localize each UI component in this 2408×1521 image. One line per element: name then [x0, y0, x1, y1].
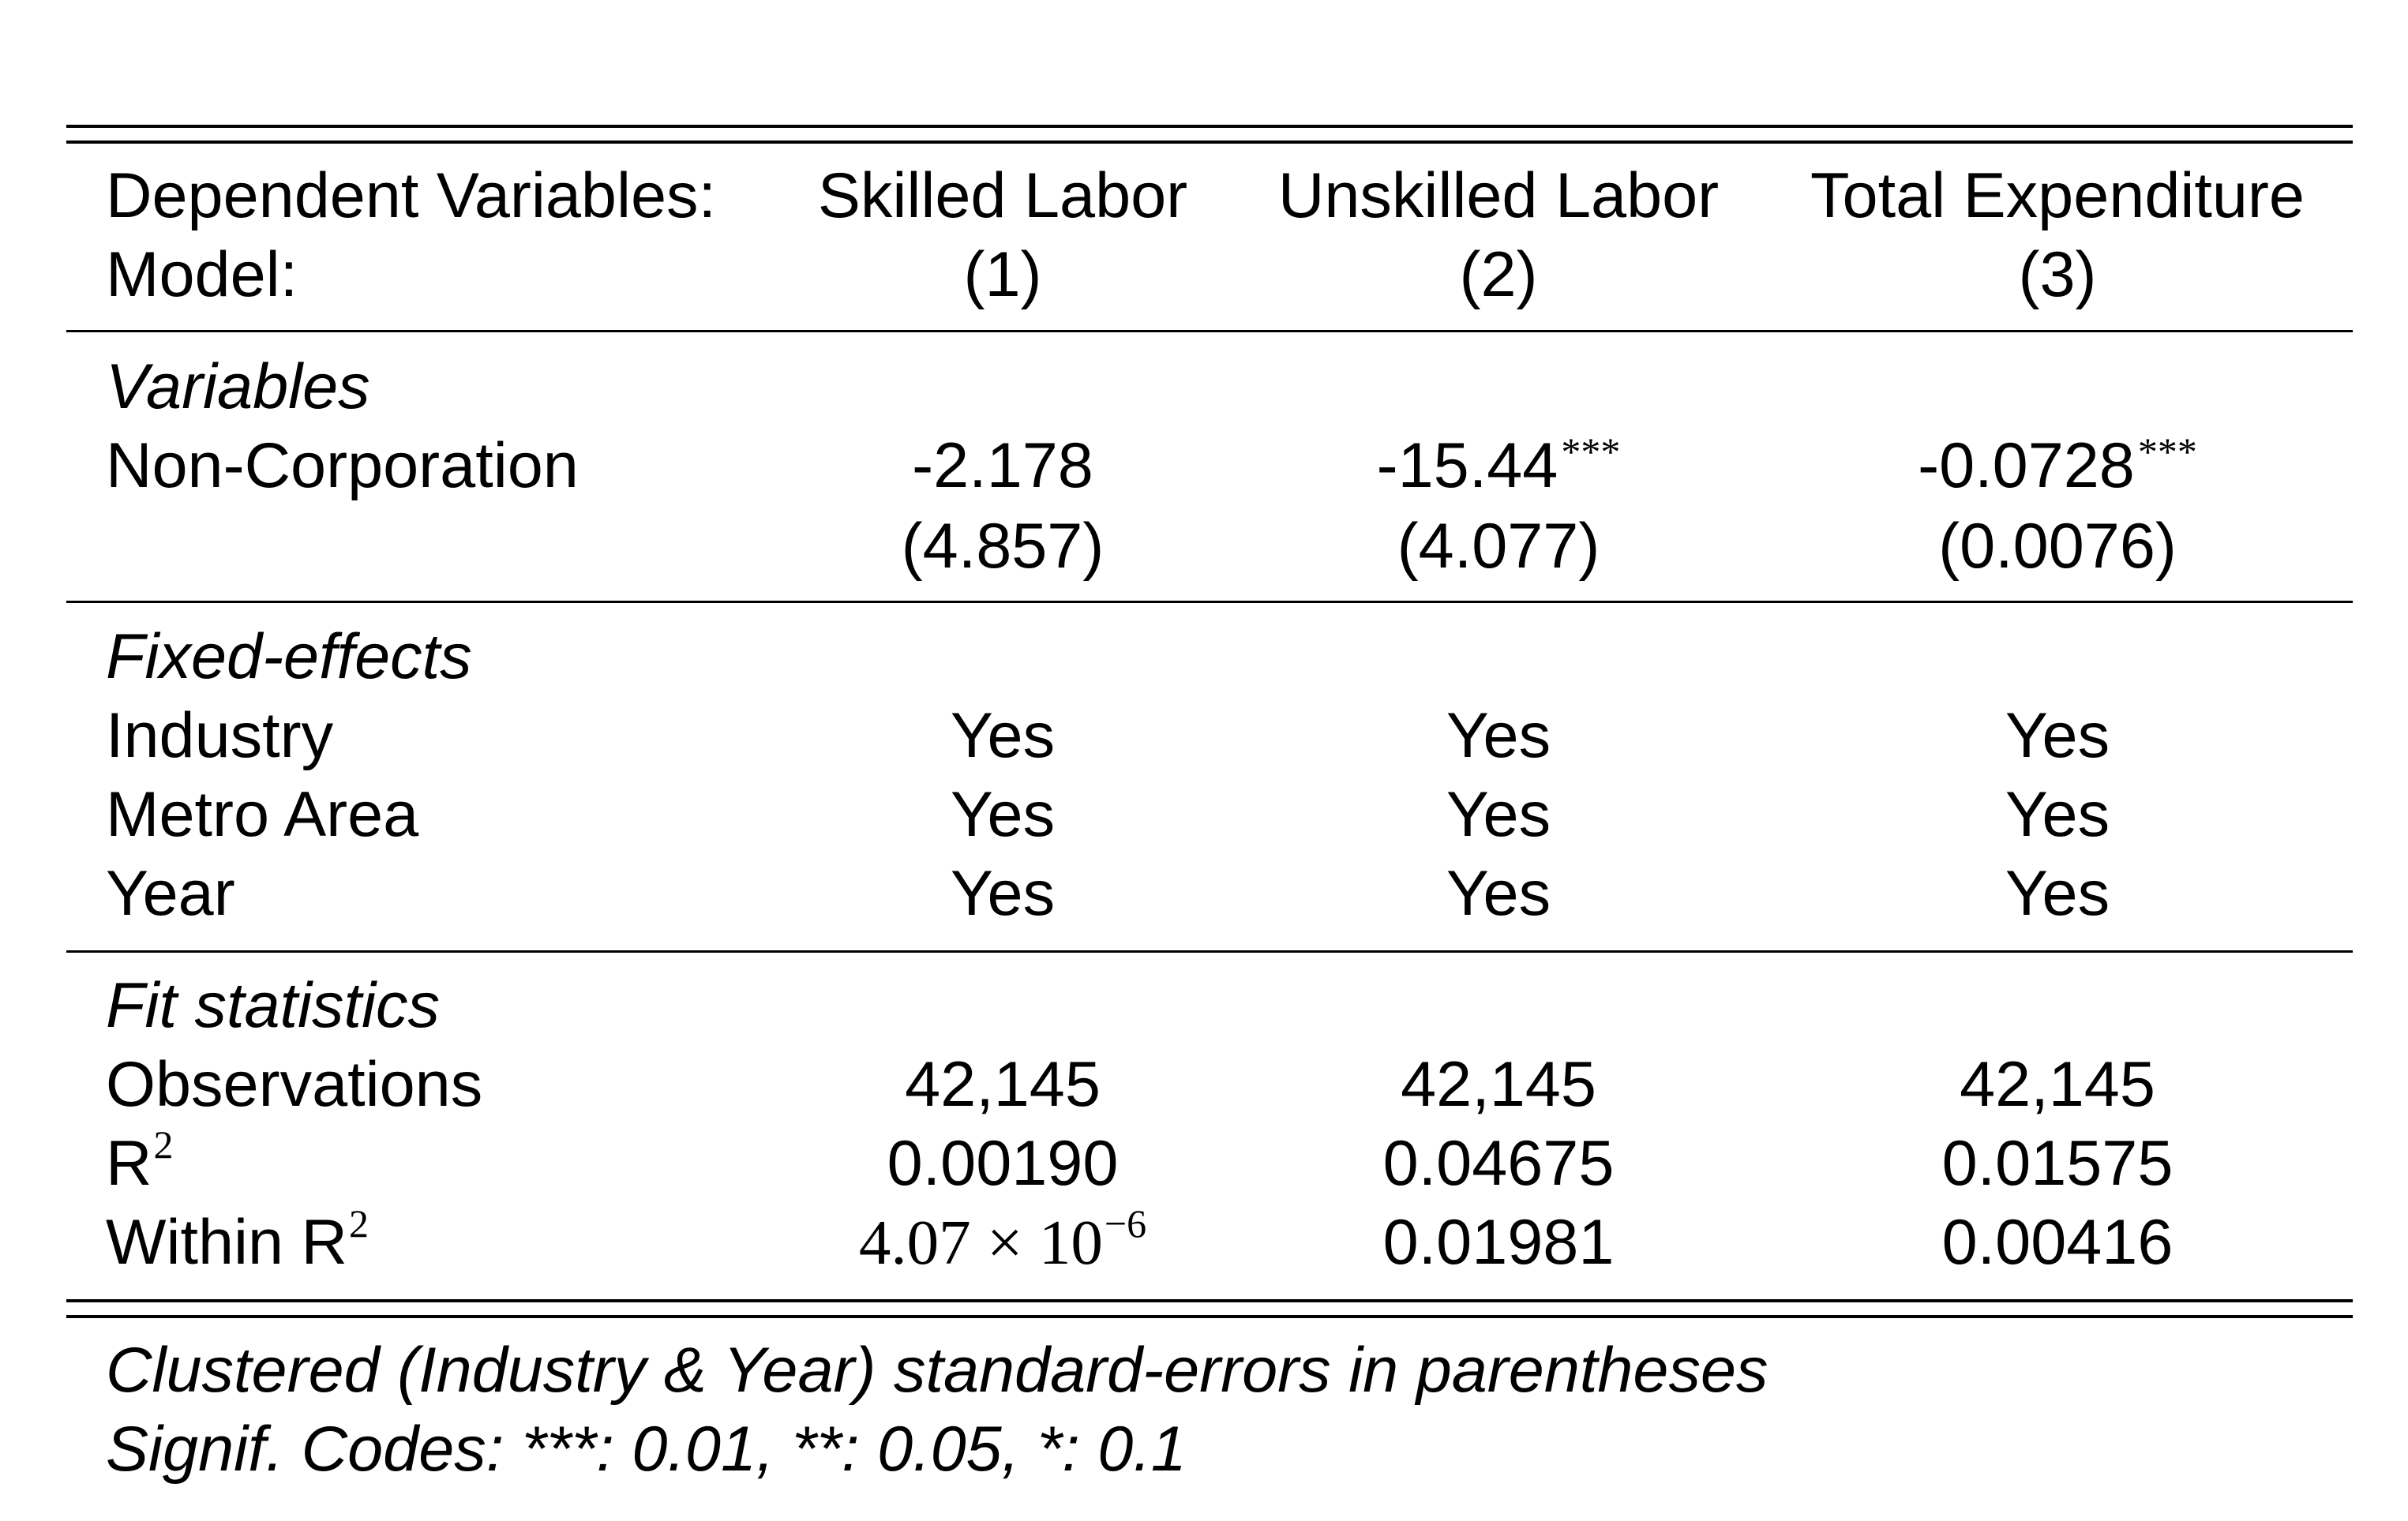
- variables-section-label: Variables: [106, 351, 370, 422]
- variables-rule: [66, 601, 2353, 603]
- r2-label-text: R: [106, 1128, 152, 1199]
- fe-year-2: Yes: [1446, 858, 1551, 929]
- fe-metro-3: Yes: [2005, 779, 2110, 850]
- dependent-total-expenditure: Total Expenditure: [1810, 160, 2305, 231]
- within-r2-1-exp: −6: [1104, 1201, 1147, 1246]
- note-standard-errors: Clustered (Industry & Year) standard-err…: [106, 1335, 1768, 1406]
- r2-3: 0.01575: [1941, 1128, 2174, 1199]
- model-3: (3): [2018, 239, 2097, 310]
- dependent-unskilled-labor: Unskilled Labor: [1277, 160, 1720, 231]
- within-r2-label-sup: 2: [349, 1201, 369, 1246]
- dependent-skilled-labor: Skilled Labor: [817, 160, 1188, 231]
- within-r2-2: 0.01981: [1382, 1207, 1615, 1278]
- header-rule: [66, 330, 2353, 332]
- r2-label: R2: [106, 1125, 174, 1196]
- fe-industry-2: Yes: [1446, 700, 1551, 771]
- fe-metro-1: Yes: [950, 779, 1056, 850]
- within-r2-label: Within R2: [106, 1204, 369, 1275]
- model-2: (2): [1459, 239, 1538, 310]
- coef-1: -2.178: [912, 434, 1093, 498]
- model-1: (1): [963, 239, 1042, 310]
- non-corporation-label: Non-Corporation: [106, 430, 579, 501]
- dependent-variables-label: Dependent Variables:: [106, 160, 717, 231]
- se-2: (4.077): [1397, 511, 1600, 582]
- r2-2: 0.04675: [1382, 1128, 1615, 1199]
- top-rule-upper: [66, 125, 2353, 128]
- bottom-rule-upper: [66, 1299, 2353, 1302]
- fe-year-1: Yes: [950, 858, 1056, 929]
- note-signif-codes: Signif. Codes: ***: 0.01, **: 0.05, *: 0…: [106, 1414, 1187, 1485]
- model-label: Model:: [106, 239, 298, 310]
- r2-1: 0.00190: [887, 1128, 1119, 1199]
- coef-2: -15.44***: [1377, 432, 1621, 498]
- within-r2-3: 0.00416: [1941, 1207, 2174, 1278]
- fe-industry-1: Yes: [950, 700, 1056, 771]
- fe-industry-3: Yes: [2005, 700, 2110, 771]
- se-3: (0.0076): [1938, 511, 2177, 582]
- fe-year-3: Yes: [2005, 858, 2110, 929]
- coef-3: -0.0728***: [1918, 432, 2197, 498]
- within-r2-1-times: ×: [986, 1207, 1023, 1278]
- r2-label-sup: 2: [153, 1122, 174, 1167]
- fixed-effects-rule: [66, 950, 2353, 953]
- coef-1-value: -2.178: [912, 430, 1093, 501]
- fe-year-label: Year: [106, 858, 235, 929]
- fe-industry-label: Industry: [106, 700, 334, 771]
- coef-2-stars: ***: [1561, 429, 1621, 474]
- within-r2-label-text: Within R: [106, 1207, 348, 1278]
- coef-2-value: -15.44: [1376, 430, 1558, 501]
- observations-label: Observations: [106, 1049, 483, 1120]
- se-1: (4.857): [901, 511, 1105, 582]
- observations-3: 42,145: [1960, 1049, 2155, 1120]
- fit-statistics-section-label: Fit statistics: [106, 970, 441, 1041]
- top-rule-lower: [66, 140, 2353, 144]
- observations-1: 42,145: [905, 1049, 1101, 1120]
- within-r2-1: 4.07 × 10−6: [859, 1204, 1146, 1275]
- fe-metro-2: Yes: [1446, 779, 1551, 850]
- observations-2: 42,145: [1401, 1049, 1596, 1120]
- fe-metro-label: Metro Area: [106, 779, 419, 850]
- fixed-effects-section-label: Fixed-effects: [106, 621, 472, 692]
- within-r2-1-base: 10: [1038, 1207, 1103, 1278]
- coef-3-stars: ***: [2137, 429, 2197, 474]
- within-r2-1-mantissa: 4.07: [858, 1207, 971, 1278]
- coef-3-value: -0.0728: [1918, 430, 2135, 501]
- bottom-rule-lower: [66, 1315, 2353, 1318]
